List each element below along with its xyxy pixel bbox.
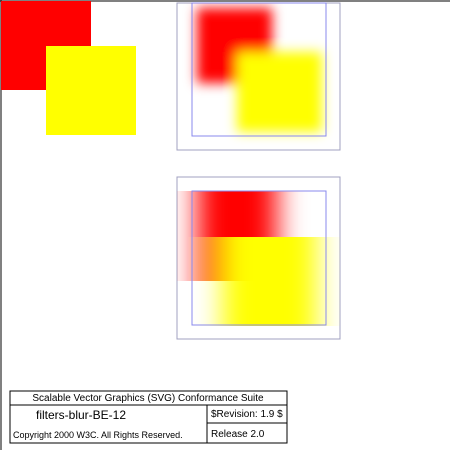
bottom-blurred-group — [197, 191, 317, 326]
bottom-blurred-yellow-square — [222, 237, 317, 326]
test-legend: Scalable Vector Graphics (SVG) Conforman… — [9, 390, 288, 444]
release-label: Release 2.0 — [211, 429, 265, 440]
reference-yellow-square — [46, 46, 136, 135]
copyright-notice: Copyright 2000 W3C. All Rights Reserved. — [13, 430, 183, 440]
top-target-region — [191, 2, 327, 137]
top-blurred-yellow-square — [237, 52, 322, 132]
bottom-filter-region — [176, 176, 341, 340]
revision-label: $Revision: 1.9 $ — [211, 409, 283, 420]
suite-title: Scalable Vector Graphics (SVG) Conforman… — [32, 393, 264, 404]
test-name: filters-blur-BE-12 — [36, 408, 126, 422]
bottom-target-region — [191, 190, 327, 326]
top-blurred-group — [197, 8, 322, 132]
legend-frame — [9, 390, 288, 444]
